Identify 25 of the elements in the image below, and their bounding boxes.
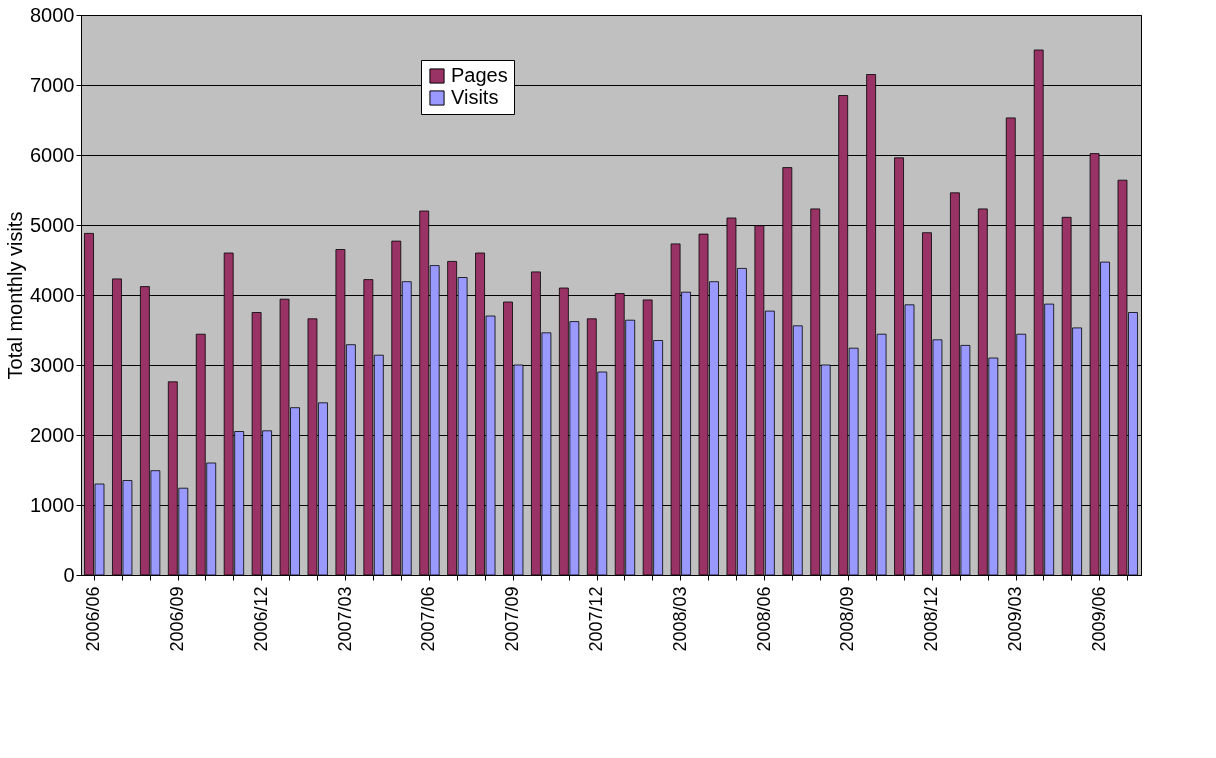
legend-label: Visits — [451, 86, 499, 108]
x-tick-label: 2007/09 — [502, 586, 523, 652]
x-tick-label: 2009/06 — [1088, 586, 1109, 652]
x-tick-label: 2007/12 — [586, 586, 607, 652]
x-tick-label: 2006/09 — [167, 586, 188, 652]
legend-label: Pages — [451, 64, 508, 86]
x-tick-label: 2008/12 — [921, 586, 942, 652]
x-tick-label: 2008/06 — [753, 586, 774, 652]
y-tick-label: 7000 — [30, 73, 75, 96]
y-tick-label: 3000 — [30, 353, 75, 376]
x-tick-label: 2008/03 — [669, 586, 690, 652]
x-tick-label: 2008/09 — [837, 586, 858, 652]
y-tick-label: 4000 — [30, 283, 75, 306]
y-tick-label: 5000 — [30, 213, 75, 236]
y-axis-title: Total monthly visits — [4, 211, 27, 380]
y-tick-label: 0 — [63, 563, 75, 586]
y-tick-label: 6000 — [30, 143, 75, 166]
y-tick-label: 8000 — [30, 3, 75, 26]
x-tick-label: 2006/12 — [250, 586, 271, 652]
y-tick-label: 1000 — [30, 493, 75, 516]
y-tick-label: 2000 — [30, 423, 75, 446]
x-tick-label: 2007/06 — [418, 586, 439, 652]
x-tick-label: 2007/03 — [334, 586, 355, 652]
x-tick-label: 2006/06 — [83, 586, 104, 652]
x-tick-label: 2009/03 — [1005, 586, 1026, 652]
